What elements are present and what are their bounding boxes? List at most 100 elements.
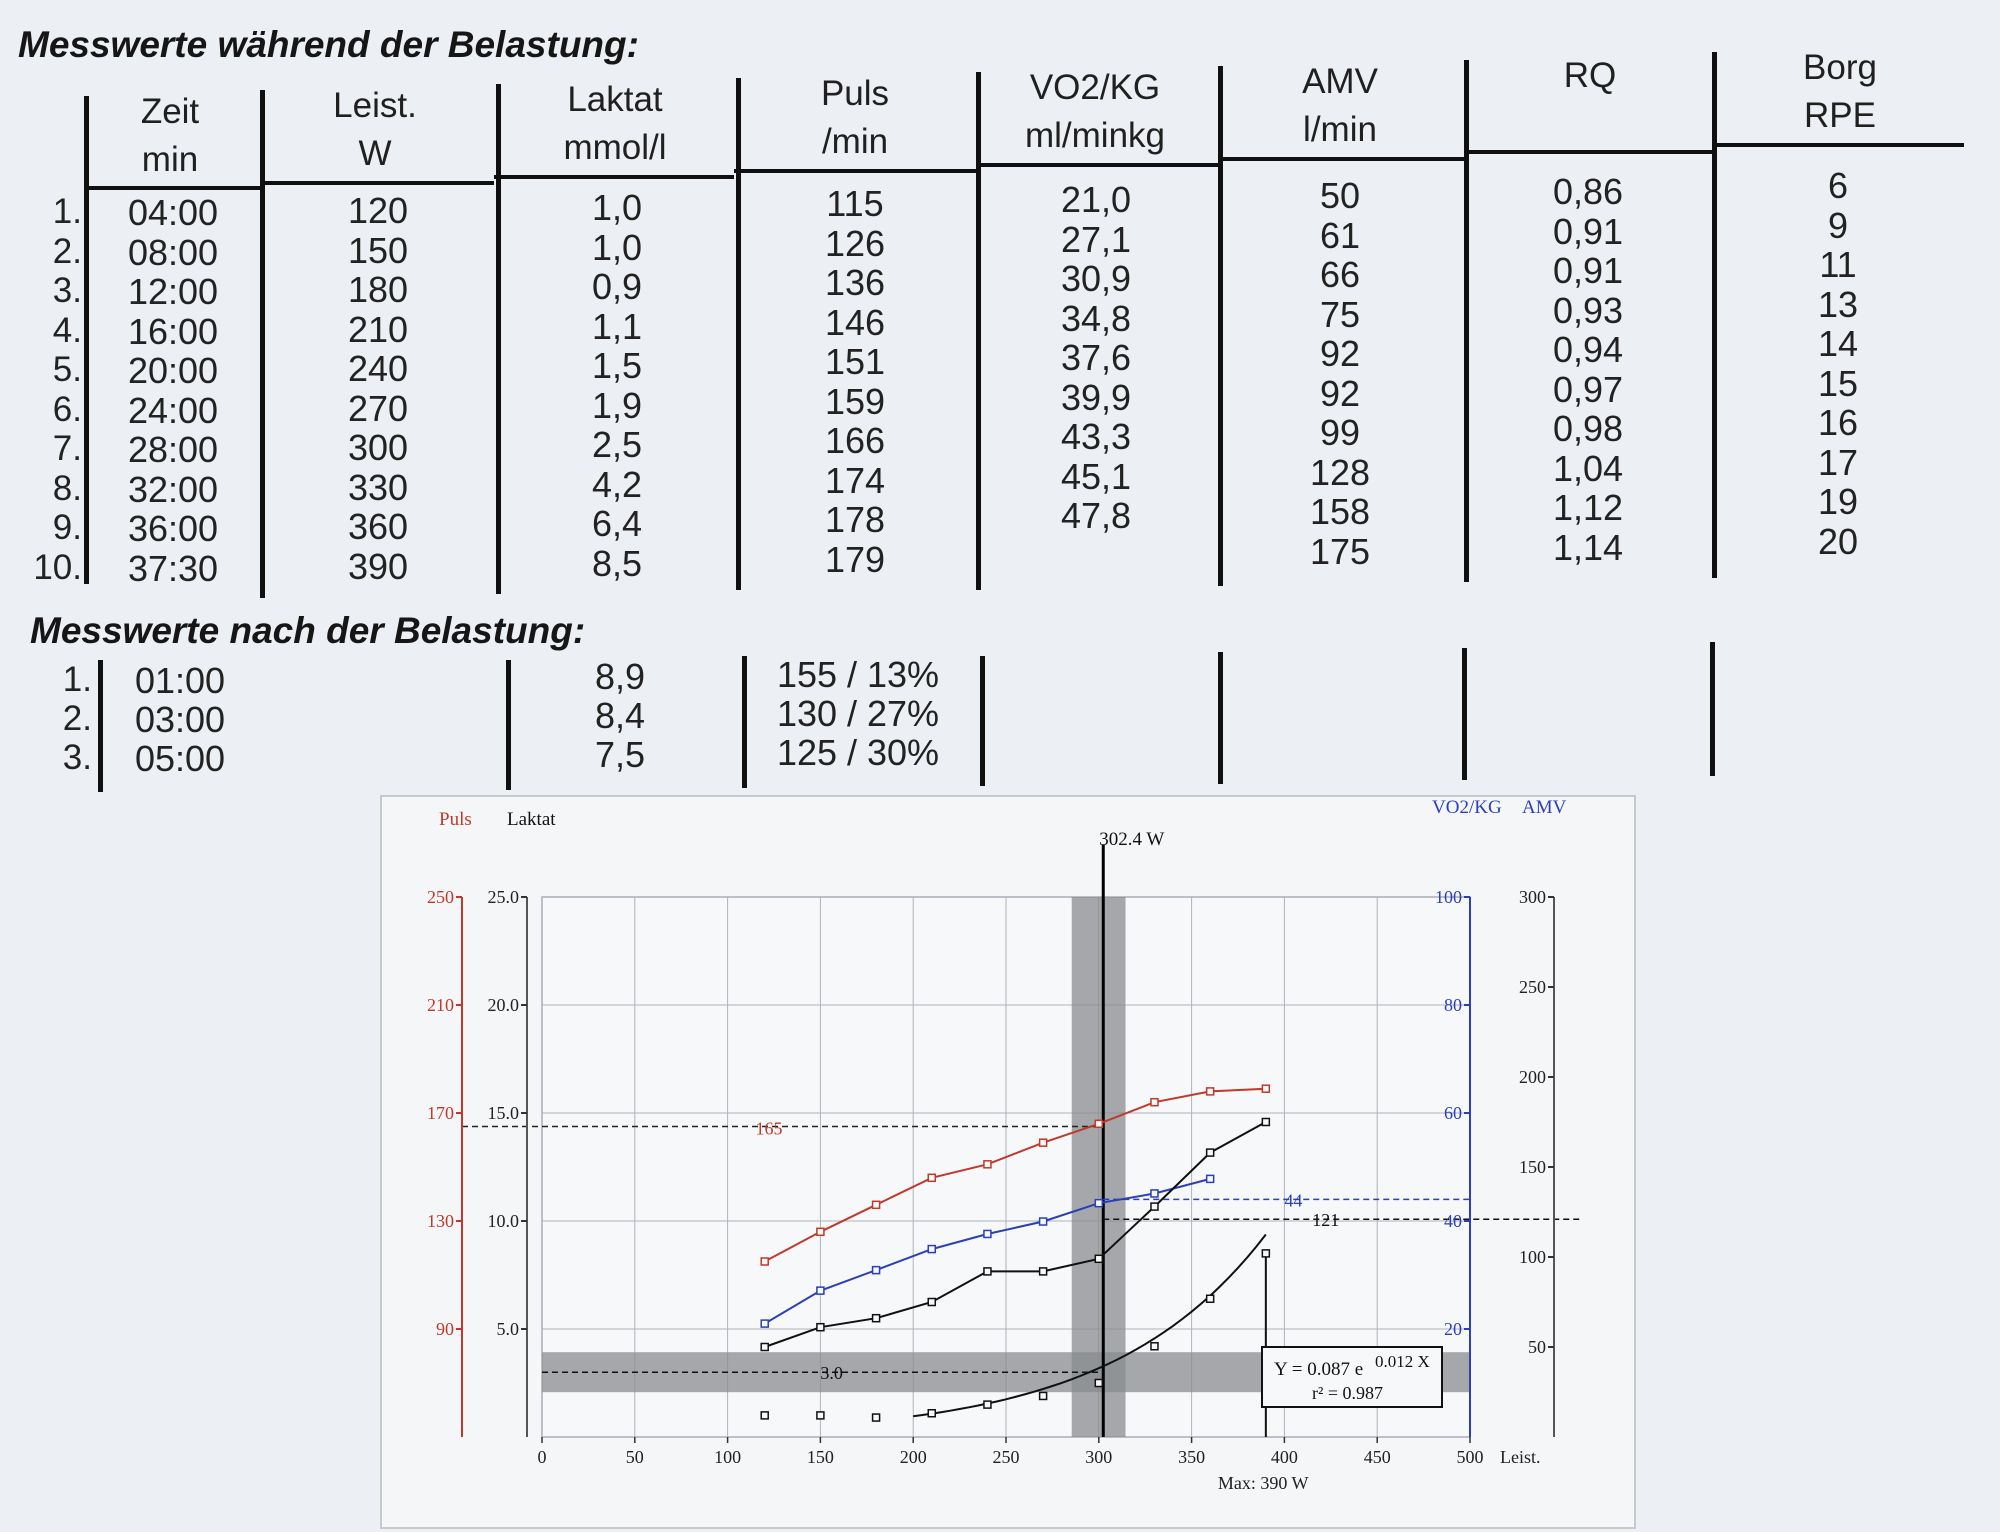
cell-amv: 175 [1309,530,1371,572]
row-number: 3. [62,738,92,777]
cell-puls: 151 [824,341,886,382]
cell-borg: 9 [1827,204,1849,246]
row-number: 8. [52,468,82,508]
tick-label-vo2: 40 [1444,1211,1462,1231]
data-point-vo2 [1205,1174,1215,1184]
cell-borg: 19 [1817,481,1859,522]
data-point-laktat [983,1400,992,1409]
cell-laktat: 1,5 [591,345,643,386]
tick-label-x: 350 [1178,1447,1205,1467]
cell-laktat: 7,5 [594,734,646,775]
cell-leist: 360 [347,506,409,547]
cell-rq: 0,93 [1552,289,1624,331]
cell-vo2: 27,1 [1060,218,1132,260]
data-point-laktat [1094,1378,1104,1388]
row-number: 1. [52,192,82,231]
cell-leist: 120 [347,190,409,231]
data-point-amv [1261,1117,1271,1127]
tick-label-x: 450 [1364,1447,1391,1467]
tick-label-puls: 250 [427,887,454,907]
cell-zeit: 01:00 [134,660,226,701]
cell-borg: 16 [1817,402,1859,443]
header-leist-line2: W [358,134,392,173]
cell-borg: 15 [1817,362,1859,404]
tick-label-puls: 130 [427,1211,454,1231]
cell-rq: 0,91 [1552,210,1624,252]
cell-zeit: 20:00 [127,350,219,391]
cell-borg: 13 [1817,283,1859,325]
cell-vo2: 45,1 [1060,455,1132,497]
column-divider [736,78,741,590]
cell-borg: 14 [1817,323,1859,364]
series-line-amv [764,1121,1267,1348]
axis-title-puls: Puls [439,809,472,830]
data-point-vo2 [983,1229,992,1239]
cell-laktat: 8,4 [594,695,646,736]
cell-zeit: 08:00 [127,231,219,273]
cell-puls: 115 [826,183,884,224]
cell-borg: 11 [1819,244,1857,285]
ref-label-amv: 121 [1312,1210,1339,1230]
tick-label-x: 250 [993,1447,1020,1467]
cell-laktat: 4,2 [591,463,643,505]
column-divider [1710,642,1715,776]
cell-laktat: 1,0 [591,226,643,268]
header-zeit-line2: min [141,140,199,179]
header-laktat-line2: mmol/l [563,128,667,167]
column-divider [260,90,265,598]
row-number: 10. [33,547,82,587]
header-leist-line1: Leist. [333,86,417,125]
cell-puls: 130 / 27% [776,693,940,734]
threshold-band-vertical [1071,897,1126,1437]
data-point-puls [1150,1097,1159,1107]
cell-amv: 158 [1309,491,1371,532]
tick-label-x: 50 [626,1447,644,1467]
tick-label-x: 400 [1271,1447,1298,1467]
data-point-vo2 [816,1286,825,1295]
cell-rq: 0,98 [1552,408,1624,449]
cell-zeit: 37:30 [127,547,219,589]
cell-zeit: 24:00 [127,389,219,431]
row-number: 3. [52,271,82,310]
cell-puls: 136 [824,262,886,303]
row-number: 1. [62,660,92,699]
cell-amv: 75 [1319,293,1361,335]
ref-label-puls: 165 [755,1119,782,1139]
tick-label-laktat: 25.0 [488,887,520,907]
data-point-laktat [760,1411,769,1420]
axis-title-x: Leist. [1500,1447,1541,1467]
ref-label-laktat: 3.0 [820,1363,843,1383]
formula-exponent: 0.012 X [1375,1352,1430,1371]
axis-title-laktat: Laktat [507,809,556,830]
header-laktat-line1: Laktat [567,80,663,119]
data-point-amv [760,1342,769,1352]
cell-leist: 300 [347,427,409,468]
data-point-laktat [1205,1294,1215,1304]
data-point-laktat [1261,1249,1271,1258]
cell-amv: 92 [1319,333,1361,374]
cell-laktat: 1,9 [591,384,643,426]
header-borg-line1: Borg [1803,48,1877,87]
cell-leist: 240 [347,348,409,389]
data-point-laktat [1150,1342,1159,1351]
data-point-laktat [816,1411,825,1420]
data-point-amv [983,1267,992,1276]
cell-amv: 66 [1319,254,1361,295]
column-divider [496,84,501,594]
data-point-puls [816,1227,825,1237]
tick-label-x: 0 [538,1447,547,1467]
data-point-puls [1261,1084,1271,1093]
data-point-vo2 [927,1244,937,1254]
formula-main: Y = 0.087 e [1274,1359,1363,1380]
data-point-puls [1094,1119,1104,1129]
data-point-amv [1094,1254,1104,1264]
cell-zeit: 05:00 [134,738,226,779]
tick-label-amv: 50 [1528,1337,1546,1357]
header-amv-line2: l/min [1303,110,1377,149]
cell-rq: 1,14 [1552,526,1624,568]
cell-puls: 174 [824,459,886,501]
cell-puls: 126 [824,222,886,264]
series-line-puls [764,1087,1266,1263]
header-zeit-line1: Zeit [140,92,200,131]
cell-zeit: 16:00 [127,310,219,352]
